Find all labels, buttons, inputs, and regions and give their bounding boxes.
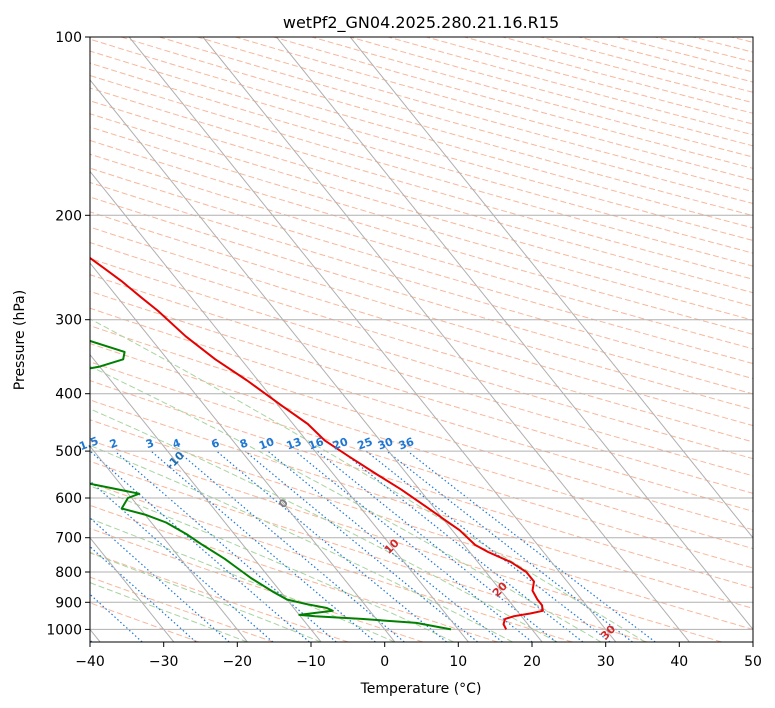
- dry-adiabat-line: [90, 361, 753, 569]
- mixing-ratio-label: 30: [376, 435, 395, 453]
- mixing-ratio-label: 2: [108, 436, 120, 451]
- profile-lines: [90, 256, 544, 631]
- isotherm-gridline: [90, 445, 248, 642]
- y-tick-label: 200: [55, 208, 82, 224]
- mixing-ratio-label: 10: [257, 435, 276, 453]
- mixing-ratio-label: 8: [238, 436, 250, 451]
- moist-adiabat-line: [90, 444, 513, 642]
- y-tick-label: 600: [55, 491, 82, 507]
- y-tick-label: 1000: [46, 622, 82, 638]
- dry-adiabat-line: [90, 139, 753, 335]
- dry-adiabat-line: [90, 113, 753, 307]
- moist-adiabat-line: [90, 408, 558, 642]
- x-tick-label: 30: [597, 654, 615, 670]
- moist-adiabat-line: [90, 485, 454, 642]
- x-tick-label: 10: [449, 654, 467, 670]
- x-tick-label: 50: [744, 654, 762, 670]
- dry-adiabat-line: [90, 226, 753, 427]
- y-axis-label: Pressure (hPa): [12, 290, 28, 390]
- gridlines: [90, 37, 753, 642]
- x-tick-label: 40: [670, 654, 688, 670]
- dry-adiabat-line: [90, 274, 753, 477]
- mixing-ratio-label: 13: [285, 435, 304, 452]
- y-axis-ticks: 100 200 300 400 500 600 700 800 900 1000: [46, 30, 90, 638]
- temperature-profile-line: [90, 256, 544, 630]
- isotherm-gridline: [349, 37, 753, 539]
- moist-adiabat-line: [90, 582, 248, 642]
- x-axis-ticks: −40 −30 −20 −10 0 10 20 30 40 50: [75, 642, 762, 670]
- y-tick-label: 500: [55, 444, 82, 460]
- dry-adiabat-line: [90, 551, 349, 642]
- y-tick-label: 100: [55, 30, 82, 46]
- mixing-ratio-label: 4: [171, 436, 183, 451]
- isotherm-gridline: [90, 262, 396, 642]
- isotherm-gridline: [90, 170, 469, 642]
- mixing-ratio-line: [244, 450, 478, 642]
- isotherm-gridline: [90, 79, 543, 642]
- dry-adiabat-line: [90, 460, 648, 642]
- dry-adiabat-line: [90, 307, 753, 512]
- mixing-ratio-line: [90, 545, 197, 642]
- moist-adiabat-line: [90, 318, 646, 642]
- y-tick-label: 700: [55, 531, 82, 547]
- mixing-ratio-label: 6: [210, 436, 222, 451]
- y-tick-label: 300: [55, 313, 82, 329]
- mixing-ratio-label: 20: [331, 435, 350, 453]
- dry-adiabat-line: [90, 439, 722, 642]
- chart-title: wetPf2_GN04.2025.280.21.16.R15: [283, 13, 559, 33]
- dry-adiabat-line: [90, 196, 753, 395]
- mixing-ratio-label: 25: [356, 435, 375, 452]
- dry-adiabat-line: [90, 242, 753, 443]
- y-tick-label: 400: [55, 387, 82, 403]
- dry-adiabat-line: [90, 419, 753, 630]
- x-tick-label: −20: [223, 654, 253, 670]
- y-tick-label: 800: [55, 565, 82, 581]
- mixing-ratio-line: [386, 450, 633, 642]
- isotherm-gridline: [276, 37, 753, 631]
- dry-adiabat-line: [90, 181, 753, 380]
- dry-adiabat-line: [90, 399, 753, 609]
- dry-adiabat-line: [90, 380, 753, 589]
- isotherm-gridline: [90, 353, 322, 642]
- x-tick-label: −10: [296, 654, 326, 670]
- x-tick-label: 20: [523, 654, 541, 670]
- isotherm-gridline: [90, 537, 175, 642]
- dry-adiabat-line: [90, 504, 498, 642]
- mixing-ratio-line: [114, 450, 337, 642]
- x-tick-label: 0: [380, 654, 389, 670]
- mixing-ratio-labels: 1.5 2 3 4 6 8 10 13 16 20 25 30 36: [78, 434, 417, 453]
- mixing-ratio-line: [294, 450, 533, 642]
- dry-adiabat-line: [90, 325, 753, 531]
- dry-adiabat-line: [90, 153, 753, 350]
- mixing-ratio-label: 1.5: [78, 434, 101, 453]
- isotherm-gridline: [202, 37, 690, 642]
- plot-frame: [89, 36, 754, 643]
- dry-adiabat-line: [90, 576, 274, 642]
- mixing-ratio-line: [316, 450, 557, 642]
- isotherm-gridline: [128, 37, 617, 642]
- x-axis-label: Temperature (°C): [360, 681, 482, 697]
- dry-adiabat-line: [90, 100, 753, 294]
- mixing-ratio-label: 3: [144, 436, 156, 451]
- mixing-ratio-label: 36: [397, 435, 416, 453]
- mixing-ratio-line: [216, 450, 447, 642]
- x-tick-label: −30: [149, 654, 179, 670]
- x-tick-label: −40: [75, 654, 105, 670]
- dewpoint-profile-line: [90, 339, 452, 631]
- dry-adiabat-line: [90, 290, 753, 494]
- y-tick-label: 900: [55, 595, 82, 611]
- mixing-ratio-label: 16: [307, 435, 326, 453]
